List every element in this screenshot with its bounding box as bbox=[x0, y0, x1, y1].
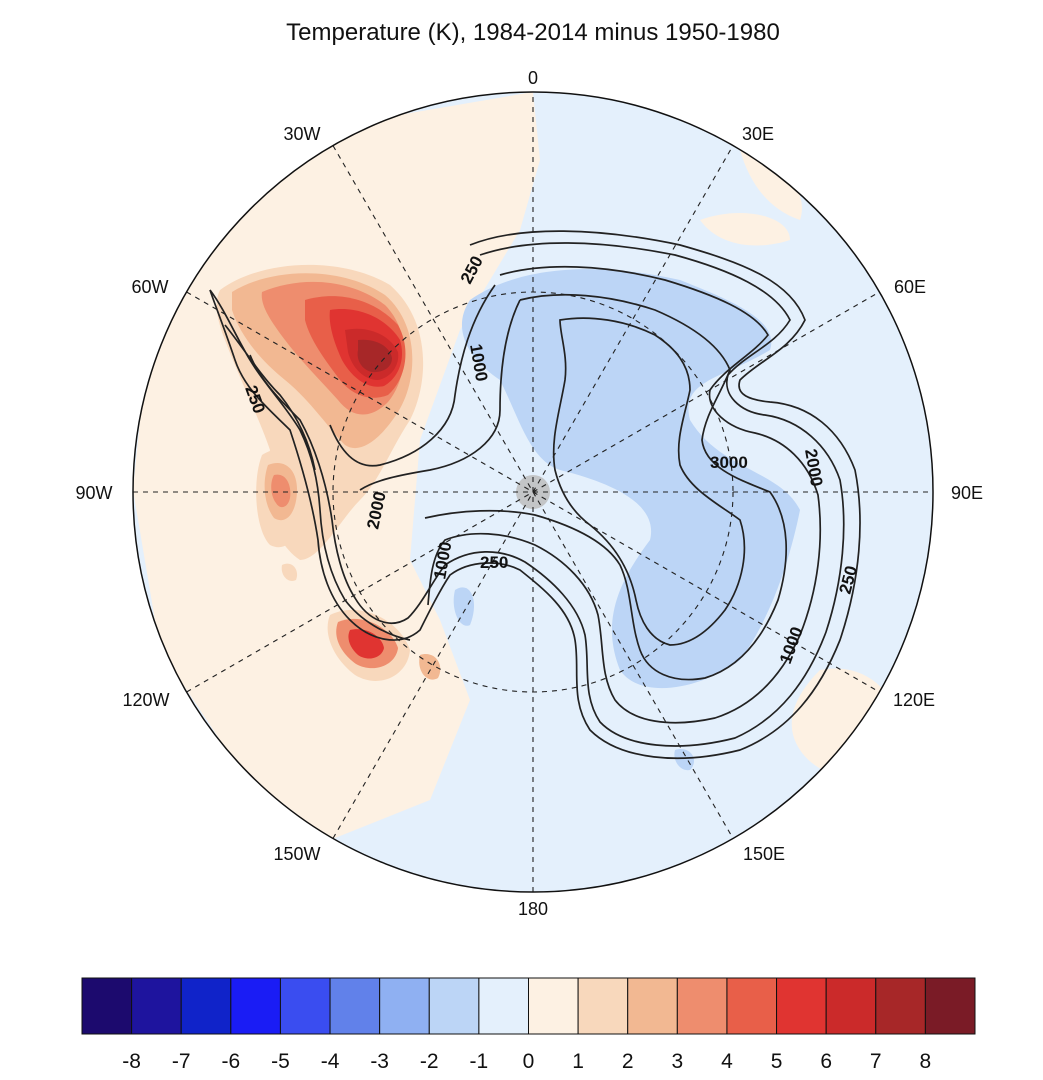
colorbar-tick-label: 5 bbox=[771, 1050, 783, 1073]
lon-label-150e: 150E bbox=[743, 844, 785, 864]
figure-title: Temperature (K), 1984-2014 minus 1950-19… bbox=[286, 19, 780, 46]
colorbar-swatch bbox=[379, 977, 430, 1035]
contour-coastline bbox=[209, 230, 861, 759]
colorbar-swatch bbox=[428, 977, 480, 1035]
warm-blob-90w-inner bbox=[271, 474, 291, 508]
lon-label-0: 0 bbox=[528, 68, 538, 88]
colorbar-swatch bbox=[726, 977, 778, 1035]
longitude-labels: 0 30E 60E 90E 120E 150E 180 150W 120W 90… bbox=[75, 68, 983, 919]
colorbar-swatch bbox=[230, 977, 281, 1035]
colorbar-tick-label: -6 bbox=[221, 1050, 240, 1073]
cool-region-east-antarctica bbox=[461, 269, 800, 689]
contour-label-3000-a: 3000 bbox=[710, 453, 748, 472]
lon-label-30e: 30E bbox=[742, 124, 774, 144]
colorbar-tick-label: -3 bbox=[370, 1050, 389, 1073]
contour-1000 bbox=[329, 265, 822, 724]
lon-label-120w: 120W bbox=[122, 690, 169, 710]
contour-250 bbox=[249, 242, 845, 747]
colorbar-swatch bbox=[875, 977, 926, 1035]
contour-2000 bbox=[359, 293, 788, 681]
warm-level-7 bbox=[357, 339, 392, 373]
lon-label-90w: 90W bbox=[75, 483, 112, 503]
colorbar-swatch bbox=[279, 977, 331, 1035]
colorbar-tick-label: 1 bbox=[572, 1050, 584, 1073]
colorbar-tick-label: -2 bbox=[420, 1050, 439, 1073]
lon-label-60w: 60W bbox=[131, 277, 168, 297]
colorbar-swatch bbox=[776, 977, 827, 1035]
polar-map: 250 1000 250 2000 1000 250 3000 2000 250… bbox=[133, 92, 933, 892]
colorbar-tick-label: 2 bbox=[622, 1050, 634, 1073]
lon-label-180: 180 bbox=[518, 899, 548, 919]
warm-weak-patch-east-1 bbox=[700, 212, 790, 246]
colorbar-tick-label: -7 bbox=[172, 1050, 191, 1073]
lon-label-90e: 90E bbox=[951, 483, 983, 503]
elevation-contours bbox=[209, 230, 861, 759]
longitude-line bbox=[332, 145, 734, 839]
colorbar-tick-label: -5 bbox=[271, 1050, 290, 1073]
colorbar bbox=[81, 977, 976, 1035]
longitude-grid bbox=[133, 92, 933, 892]
colorbar-tick-label: 3 bbox=[671, 1050, 683, 1073]
cool-patch-ross bbox=[453, 587, 475, 626]
contour-peninsula bbox=[209, 289, 411, 641]
lon-label-120e: 120E bbox=[893, 690, 935, 710]
colorbar-swatch bbox=[81, 977, 133, 1035]
map-boundary bbox=[132, 91, 934, 893]
colorbar-swatch bbox=[180, 977, 232, 1035]
colorbar-labels: -8 -7 -6 -5 -4 -3 -2 -1 0 1 2 3 4 5 6 7 8 bbox=[122, 1050, 931, 1073]
warm-weak-patch-east-3 bbox=[740, 150, 802, 220]
lon-label-30w: 30W bbox=[283, 124, 320, 144]
colorbar-tick-label: 4 bbox=[721, 1050, 733, 1073]
cool-patch-south bbox=[674, 749, 695, 771]
latitude-circle bbox=[332, 291, 734, 693]
lon-label-60e: 60E bbox=[894, 277, 926, 297]
colorbar-swatch bbox=[627, 977, 678, 1035]
colorbar-tick-label: 0 bbox=[523, 1050, 535, 1073]
colorbar-tick-label: 7 bbox=[870, 1050, 882, 1073]
colorbar-tick-label: -1 bbox=[470, 1050, 489, 1073]
contour-label-250-c: 250 bbox=[480, 553, 508, 572]
colorbar-swatch bbox=[478, 977, 529, 1035]
colorbar-swatch bbox=[528, 977, 579, 1035]
lon-label-150w: 150W bbox=[273, 844, 320, 864]
colorbar-swatch bbox=[131, 977, 182, 1035]
colorbar-swatch bbox=[825, 977, 877, 1035]
contour-label-group: 250 1000 250 2000 1000 250 3000 2000 250… bbox=[241, 253, 861, 666]
warm-blob-small-2 bbox=[281, 563, 298, 581]
colorbar-swatch bbox=[924, 977, 976, 1035]
colorbar-swatch bbox=[676, 977, 728, 1035]
colorbar-swatch bbox=[329, 977, 381, 1035]
colorbar-tick-label: -8 bbox=[122, 1050, 141, 1073]
colorbar-tick-label: 6 bbox=[820, 1050, 832, 1073]
contour-3000 bbox=[552, 317, 746, 646]
colorbar-tick-label: -4 bbox=[321, 1050, 340, 1073]
warm-blob-small-1 bbox=[419, 654, 441, 680]
colorbar-swatch bbox=[577, 977, 629, 1035]
colorbar-tick-label: 8 bbox=[920, 1050, 932, 1073]
